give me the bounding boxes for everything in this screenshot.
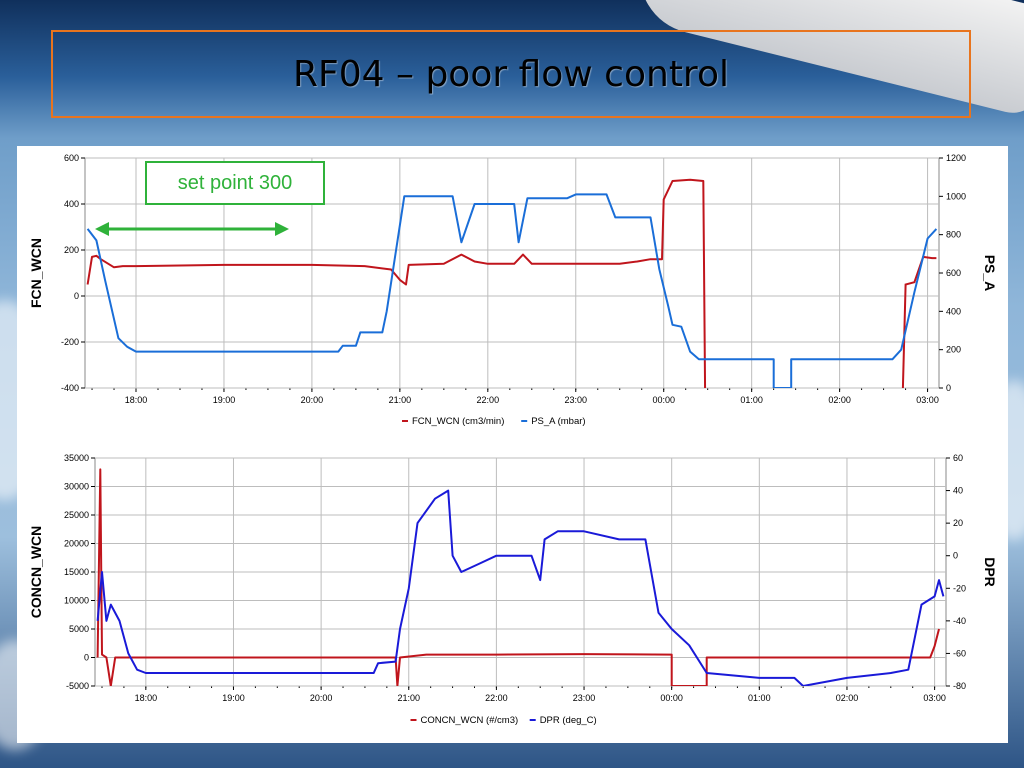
slide-title-box: RF04 – poor flow control bbox=[51, 30, 971, 118]
x-tick-label: 23:00 bbox=[564, 395, 587, 405]
y-left-tick-label: 25000 bbox=[64, 510, 89, 520]
y-right-axis-title: DPR bbox=[982, 557, 998, 587]
x-tick-label: 22:00 bbox=[477, 395, 500, 405]
y-right-tick-label: 800 bbox=[946, 230, 961, 240]
x-tick-label: 19:00 bbox=[222, 693, 245, 703]
x-tick-label: 21:00 bbox=[389, 395, 412, 405]
y-left-tick-label: 0 bbox=[84, 653, 89, 663]
y-left-tick-label: 15000 bbox=[64, 567, 89, 577]
y-left-tick-label: 30000 bbox=[64, 482, 89, 492]
x-tick-label: 19:00 bbox=[213, 395, 236, 405]
y-right-tick-label: 40 bbox=[953, 486, 963, 496]
y-left-tick-label: 20000 bbox=[64, 539, 89, 549]
y-right-tick-label: 600 bbox=[946, 268, 961, 278]
y-right-tick-label: -40 bbox=[953, 616, 966, 626]
chart-panel: 18:00 19:00 20:00 21:00 22:00 23:00 00:00 01:00… bbox=[17, 146, 1008, 743]
slide-title: RF04 – poor flow control bbox=[293, 53, 729, 95]
x-tick-label: 02:00 bbox=[828, 395, 851, 405]
y-left-tick-label: 0 bbox=[74, 291, 79, 301]
legend-entry: PS_A (mbar) bbox=[531, 416, 585, 427]
setpoint-annotation: set point 300 bbox=[145, 161, 325, 205]
setpoint-arrow-left-head bbox=[95, 222, 109, 236]
y-left-tick-label: -200 bbox=[61, 337, 79, 347]
x-tick-label: 03:00 bbox=[923, 693, 946, 703]
x-tick-label: 20:00 bbox=[301, 395, 324, 405]
x-tick-label: 23:00 bbox=[573, 693, 596, 703]
y-left-tick-label: -5000 bbox=[66, 681, 89, 691]
chart-2: 18:00 19:00 20:00 21:00 22:00 23:00 00:00 01:00… bbox=[28, 453, 998, 726]
y-right-tick-label: -60 bbox=[953, 648, 966, 658]
y-left-tick-label: 10000 bbox=[64, 596, 89, 606]
series-line-1 bbox=[86, 178, 707, 388]
series-line-2 bbox=[86, 193, 938, 388]
y-right-tick-label: 0 bbox=[953, 551, 958, 561]
y-right-tick-label: 20 bbox=[953, 518, 963, 528]
x-tick-label: 21:00 bbox=[397, 693, 420, 703]
x-tick-label: 03:00 bbox=[916, 395, 939, 405]
series-line-1-segment bbox=[901, 255, 937, 388]
y-right-tick-label: 1200 bbox=[946, 153, 966, 163]
y-right-tick-label: -20 bbox=[953, 583, 966, 593]
y-right-tick-label: 200 bbox=[946, 345, 961, 355]
x-tick-label: 20:00 bbox=[310, 693, 333, 703]
y-left-tick-label: 600 bbox=[64, 153, 79, 163]
y-left-tick-label: -400 bbox=[61, 383, 79, 393]
x-tick-label: 18:00 bbox=[135, 693, 158, 703]
y-right-tick-label: 0 bbox=[946, 383, 951, 393]
y-left-tick-label: 5000 bbox=[69, 624, 89, 634]
y-right-tick-label: -80 bbox=[953, 681, 966, 691]
setpoint-arrow-right-head bbox=[275, 222, 289, 236]
y-left-tick-label: 200 bbox=[64, 245, 79, 255]
y-left-axis-title: FCN_WCN bbox=[28, 238, 44, 308]
legend: CONCN_WCN (#/cm3) DPR (deg_C) bbox=[410, 715, 597, 726]
charts-svg: 18:00 19:00 20:00 21:00 22:00 23:00 00:00 01:00… bbox=[28, 153, 998, 726]
y-left-tick-label: 400 bbox=[64, 199, 79, 209]
series-line-1 bbox=[96, 468, 940, 686]
y-left-tick-label: 35000 bbox=[64, 453, 89, 463]
y-right-tick-label: 400 bbox=[946, 306, 961, 316]
setpoint-annotation-text: set point 300 bbox=[177, 171, 293, 194]
y-right-tick-label: 60 bbox=[953, 453, 963, 463]
x-tick-label: 18:00 bbox=[125, 395, 148, 405]
x-tick-label: 00:00 bbox=[660, 693, 683, 703]
legend-entry: FCN_WCN (cm3/min) bbox=[412, 416, 504, 427]
x-tick-label: 00:00 bbox=[652, 395, 675, 405]
x-tick-label: 01:00 bbox=[740, 395, 763, 405]
x-tick-label: 02:00 bbox=[836, 693, 859, 703]
x-tick-label: 22:00 bbox=[485, 693, 508, 703]
y-right-tick-label: 1000 bbox=[946, 191, 966, 201]
legend-entry: CONCN_WCN (#/cm3) bbox=[421, 715, 519, 726]
legend-entry: DPR (deg_C) bbox=[540, 715, 597, 726]
series-line-2 bbox=[96, 489, 945, 686]
y-right-axis-title: PS_A bbox=[982, 255, 998, 292]
legend: FCN_WCN (cm3/min) PS_A (mbar) bbox=[402, 416, 586, 427]
x-tick-label: 01:00 bbox=[748, 693, 771, 703]
y-left-axis-title: CONCN_WCN bbox=[28, 526, 44, 619]
